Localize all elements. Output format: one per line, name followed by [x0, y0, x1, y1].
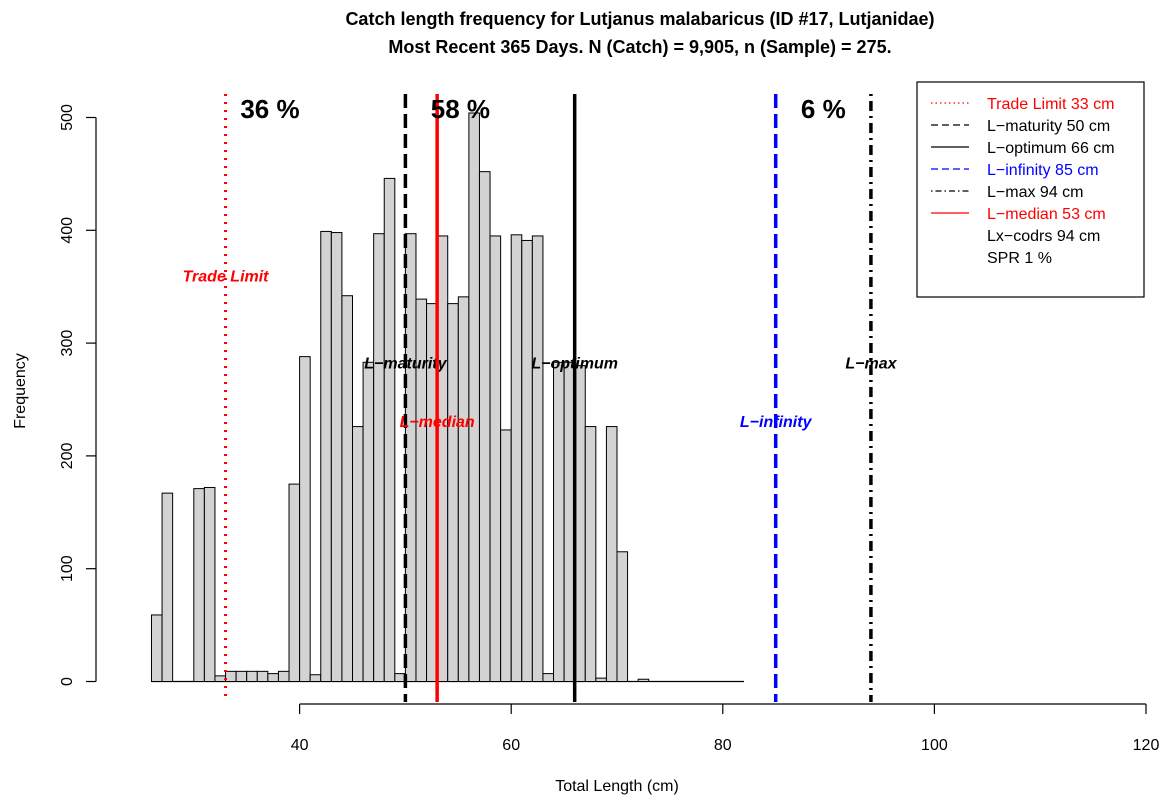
x-tick-label-120: 120	[1133, 737, 1160, 754]
histogram-bar-68	[595, 677, 607, 683]
histogram-bar-30	[193, 488, 205, 682]
histogram-bars	[150, 112, 744, 683]
histogram-bar-45	[352, 426, 364, 682]
percent-label-0: 36 %	[240, 94, 299, 124]
y-tick-label-0: 0	[59, 677, 76, 686]
ref-label-maturity: L−maturity	[364, 355, 447, 372]
y-tick-label-200: 200	[59, 442, 76, 469]
y-tick-label-400: 400	[59, 217, 76, 244]
percent-labels: 36 % 58 % 6 %	[240, 94, 845, 124]
axes: 40 60 80 100 120 0 100 200 300 400 500	[59, 104, 1159, 754]
histogram-bar-58	[489, 235, 502, 682]
histogram-bar-59	[500, 429, 512, 682]
chart-title: Catch length frequency for Lutjanus mala…	[345, 9, 934, 29]
ref-label-optimum: L−optimum	[531, 355, 618, 372]
histogram-bar-35	[246, 670, 258, 683]
histogram-bar-37	[267, 673, 279, 683]
x-tick-label-40: 40	[291, 737, 309, 754]
percent-label-1: 58 %	[431, 94, 490, 124]
histogram-bar-32	[214, 675, 227, 682]
histogram-bar-63	[542, 673, 555, 683]
histogram-bar-46	[362, 361, 375, 682]
histogram-bar-43	[330, 232, 343, 682]
legend-label-optimum: L−optimum 66 cm	[987, 140, 1115, 157]
legend-extra-0: Lx−codrs 94 cm	[987, 228, 1100, 245]
ref-label-infinity: L−infinity	[740, 414, 813, 431]
x-axis-label: Total Length (cm)	[555, 778, 679, 795]
histogram-bar-54	[447, 303, 459, 682]
histogram-bar-72	[637, 678, 650, 683]
histogram-bar-62	[531, 235, 544, 682]
histogram-bar-31	[203, 486, 216, 683]
legend-label-max: L−max 94 cm	[987, 184, 1083, 201]
y-tick-label-300: 300	[59, 330, 76, 357]
histogram-bar-42	[320, 230, 332, 682]
histogram-bar-57	[478, 171, 491, 682]
x-tick-label-80: 80	[714, 737, 732, 754]
histogram-bar-36	[256, 670, 269, 683]
y-tick-label-500: 500	[59, 104, 76, 131]
percent-label-2: 6 %	[801, 94, 846, 124]
histogram-bar-27	[161, 492, 174, 682]
chart-subtitle: Most Recent 365 Days. N (Catch) = 9,905,…	[388, 37, 891, 57]
histogram-bar-47	[373, 233, 385, 683]
histogram-bar-56	[468, 112, 480, 683]
histogram-bar-38	[277, 670, 290, 683]
legend: Trade Limit 33 cm L−maturity 50 cm L−optim…	[916, 81, 1145, 298]
x-tick-label-100: 100	[921, 737, 948, 754]
histogram-bar-40	[299, 356, 311, 682]
histogram-bar-34	[235, 670, 248, 683]
histogram-bar-26	[150, 614, 163, 682]
legend-extra-1: SPR 1 %	[987, 250, 1052, 267]
histogram-bar-60	[510, 234, 523, 682]
ref-label-max: L−max	[845, 355, 897, 372]
histogram-bar-41	[309, 674, 322, 682]
legend-label-infinity: L−infinity 85 cm	[987, 162, 1099, 179]
legend-label-maturity: L−maturity 50 cm	[987, 118, 1110, 135]
ref-label-median: L−median	[400, 414, 475, 431]
x-tick-label-60: 60	[502, 737, 520, 754]
histogram-bar-64	[553, 361, 565, 682]
histogram-bar-67	[584, 426, 597, 682]
legend-box	[916, 81, 1145, 298]
legend-label-trade: Trade Limit 33 cm	[987, 96, 1114, 113]
ref-label-trade: Trade Limit	[183, 268, 270, 285]
y-axis-label: Frequency	[12, 353, 29, 429]
histogram-bar-69	[605, 426, 618, 682]
reference-lines: Trade Limit L−maturity L−optimum L−infinity…	[183, 93, 898, 702]
histogram-bar-48	[383, 177, 396, 683]
histogram-bar-44	[341, 295, 354, 682]
legend-label-median: L−median 53 cm	[987, 206, 1106, 223]
histogram-bar-39	[288, 483, 301, 682]
histogram-bar-33	[225, 670, 237, 683]
histogram-bar-70	[616, 551, 629, 683]
histogram-bar-55	[457, 296, 470, 682]
histogram-bar-61	[521, 239, 533, 682]
y-tick-label-100: 100	[59, 555, 76, 582]
